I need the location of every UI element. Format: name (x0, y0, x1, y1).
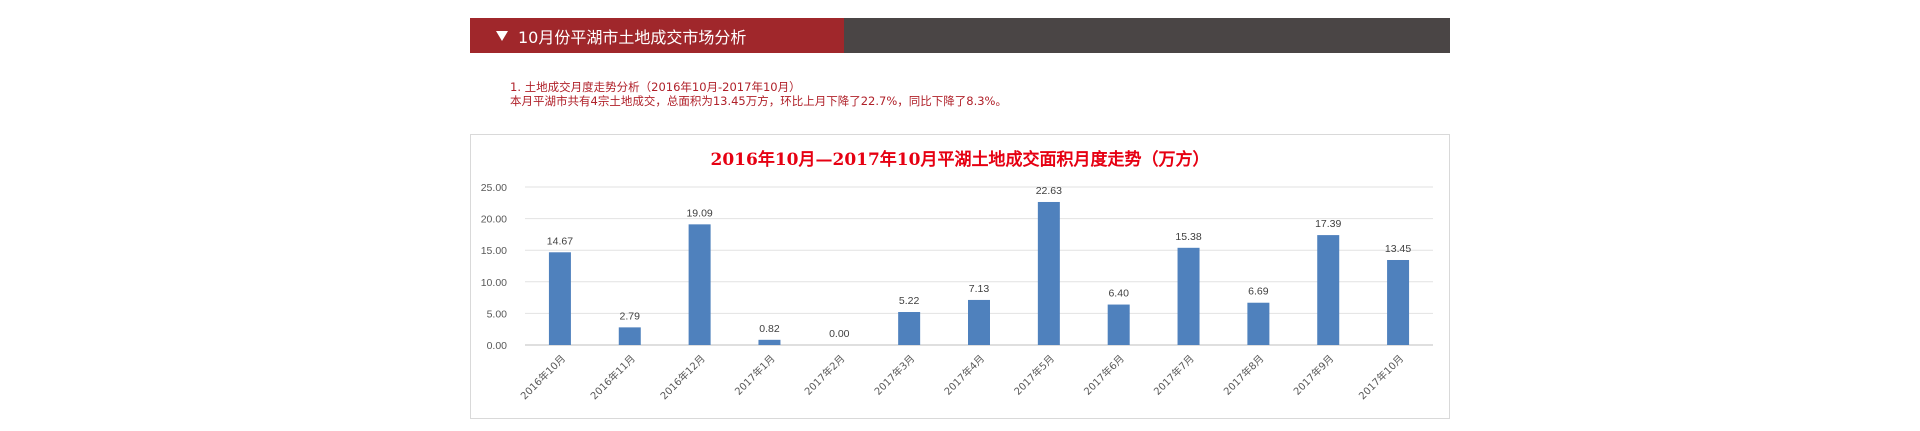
bar (618, 327, 641, 345)
y-tick-label: 10.00 (481, 277, 507, 289)
y-tick-label: 5.00 (487, 308, 508, 320)
triangle-down-icon (496, 30, 508, 41)
bar (1387, 259, 1410, 345)
data-label: 0.82 (759, 323, 780, 335)
y-axis-ticks: 0.00 5.00 10.00 15.00 20.00 25.00 (481, 182, 507, 352)
y-tick-label: 25.00 (481, 182, 507, 194)
x-tick-label: 2017年9月 (1291, 352, 1337, 398)
data-label: 6.40 (1108, 288, 1129, 300)
bar (758, 339, 781, 345)
bar (548, 252, 571, 345)
x-tick-label: 2017年8月 (1221, 352, 1267, 398)
data-label: 2.79 (620, 310, 641, 322)
grid-lines (525, 186, 1433, 346)
y-tick-label: 15.00 (481, 245, 507, 257)
data-label: 0.00 (829, 328, 850, 340)
x-tick-label: 2017年2月 (802, 352, 848, 398)
x-tick-label: 2017年3月 (871, 352, 917, 398)
intro-text: 1. 土地成交月度走势分析（2016年10月-2017年10月） 本月平湖市共有… (510, 80, 1007, 108)
bar (688, 224, 711, 345)
bars (548, 201, 1410, 345)
data-label: 7.13 (969, 283, 990, 295)
section-header: 10月份平湖市土地成交市场分析 (470, 18, 1450, 53)
data-label: 22.63 (1036, 185, 1062, 197)
y-tick-label: 0.00 (487, 340, 508, 352)
data-label: 17.39 (1315, 218, 1341, 230)
y-tick-label: 20.00 (481, 214, 507, 226)
section-header-title-block: 10月份平湖市土地成交市场分析 (470, 18, 844, 53)
x-tick-label: 2017年7月 (1151, 352, 1197, 398)
x-tick-label: 2016年10月 (518, 352, 568, 402)
data-label: 13.45 (1385, 243, 1411, 255)
section-title: 10月份平湖市土地成交市场分析 (518, 27, 747, 47)
bar-chart: 2016年10月—2017年10月平湖土地成交面积月度走势（万方） 0.00 5.… (481, 149, 1433, 402)
intro-heading: 1. 土地成交月度走势分析（2016年10月-2017年10月） (510, 80, 801, 94)
bar (1317, 235, 1340, 345)
intro-summary: 本月平湖市共有4宗土地成交，总面积为13.45万方，环比上月下降了22.7%，同… (510, 94, 1007, 108)
x-tick-label: 2016年12月 (657, 352, 707, 402)
data-labels: 14.67 2.79 19.09 0.82 0.00 5.22 7.13 22.63 6.40 1… (547, 185, 1412, 340)
data-label: 6.69 (1248, 286, 1269, 298)
x-axis-ticks: 2016年10月 2016年11月 2016年12月 2017年1月 2017年2月 20… (518, 352, 1406, 402)
x-tick-label: 2017年10月 (1356, 352, 1406, 402)
chart-container: 2016年10月—2017年10月平湖土地成交面积月度走势（万方） 0.00 5.… (470, 134, 1450, 419)
x-tick-label: 2017年1月 (732, 352, 778, 398)
x-tick-label: 2017年5月 (1011, 352, 1057, 398)
x-tick-label: 2017年6月 (1081, 352, 1127, 398)
data-label: 5.22 (899, 295, 920, 307)
chart-title: 2016年10月—2017年10月平湖土地成交面积月度走势（万方） (711, 149, 1210, 170)
bar (1107, 304, 1130, 345)
bar (898, 312, 921, 345)
data-label: 15.38 (1175, 231, 1201, 243)
bar (968, 299, 990, 345)
data-label: 19.09 (686, 207, 712, 219)
bar (1247, 302, 1270, 345)
x-tick-label: 2016年11月 (588, 352, 638, 402)
data-label: 14.67 (547, 235, 573, 247)
bar (1177, 247, 1200, 345)
x-tick-label: 2017年4月 (941, 352, 987, 398)
bar (1037, 201, 1060, 345)
